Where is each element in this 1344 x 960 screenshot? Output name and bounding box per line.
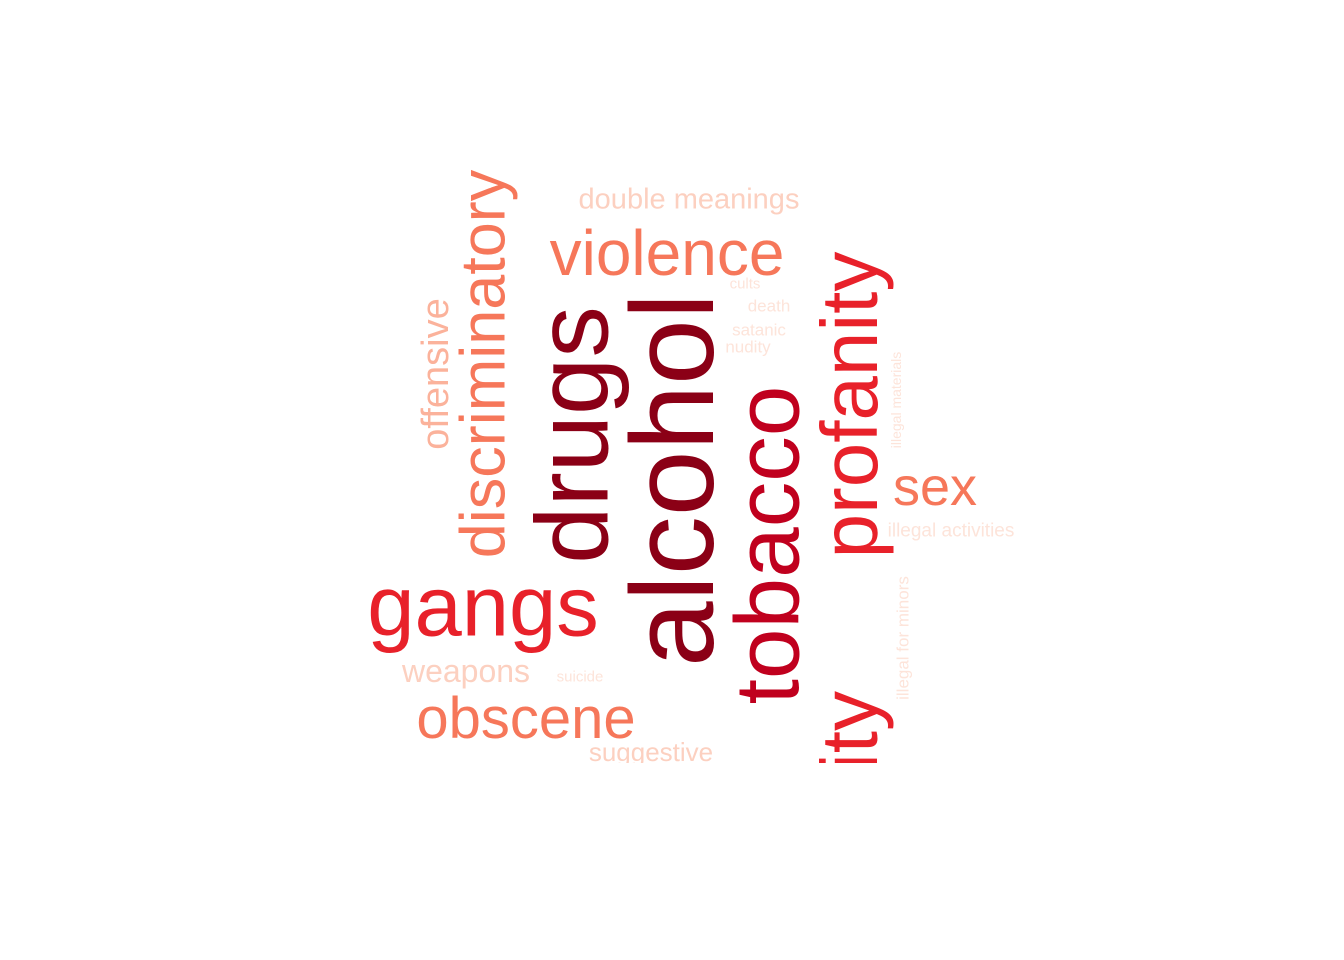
word-illegal-for-minors: illegal for minors [893,576,913,700]
word-illegal-materials: illegal materials [888,351,904,449]
word-sex: sex [892,457,978,517]
word-profanity: profanity [805,251,894,559]
word-satanic: satanic [732,320,786,340]
word-obscene: obscene [416,686,636,751]
word-tobacco: tobacco [717,385,819,705]
word-death: death [747,296,791,316]
word-drugs: drugs [514,306,630,564]
word-illegal-activities: illegal activities [887,520,1015,542]
word-offensive: offensive [415,298,457,450]
word-violence: violence [549,217,785,289]
word-weapons: weapons [401,653,531,689]
word-suicide: suicide [556,668,604,686]
word-vulgarity: vulgarity [805,691,894,763]
word-nudity: nudity [725,337,771,357]
word-suggestive: suggestive [588,737,714,763]
word-cloud-clip: alcohol drugs tobacco vulgarity profanit… [416,169,894,763]
word-cults: cults [729,275,761,293]
word-discriminatory: discriminatory [448,169,519,559]
word-gangs: gangs [367,559,599,655]
word-alcohol: alcohol [607,293,739,667]
word-double-meanings: double meanings [578,183,800,216]
